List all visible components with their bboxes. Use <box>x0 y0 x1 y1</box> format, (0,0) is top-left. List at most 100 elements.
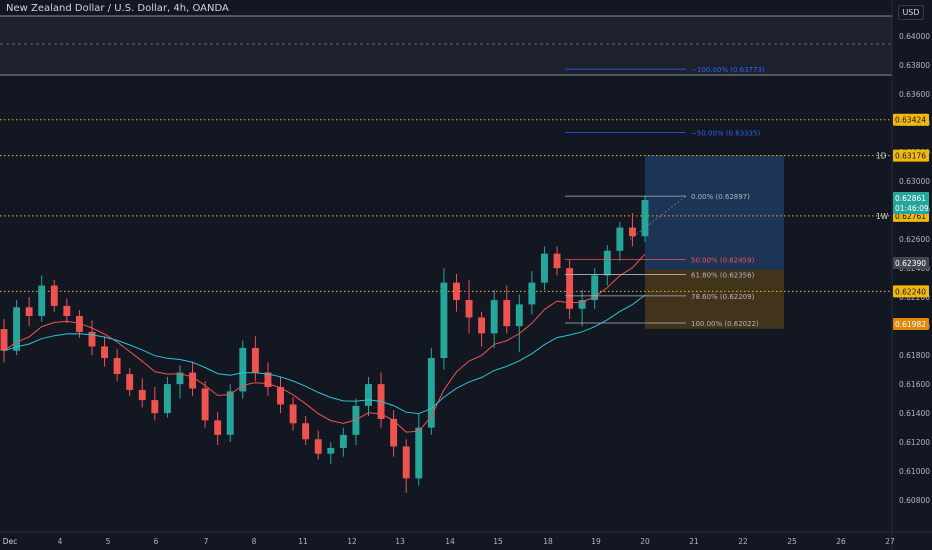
candle-body <box>138 389 146 401</box>
candle-body <box>264 372 272 388</box>
candle-body <box>578 300 586 309</box>
price-level-tag-label: 0.63176 <box>895 152 926 161</box>
candle-body <box>628 227 636 237</box>
timeframe-tag: 1W <box>876 212 889 221</box>
x-tick-label: 15 <box>493 537 503 546</box>
candle-body <box>540 253 548 283</box>
price-tag <box>893 192 929 204</box>
price-level-tag-label: 0.63424 <box>895 116 926 125</box>
y-tick-label: 0.60800 <box>899 496 930 505</box>
x-tick-label: 22 <box>738 537 748 546</box>
candle-body <box>289 404 297 424</box>
candle-body <box>13 307 21 351</box>
range-band <box>0 16 892 75</box>
candle-body <box>515 304 523 327</box>
fib-level-label: −50.00% (0.63335) <box>691 130 760 138</box>
y-tick-label: 0.63800 <box>899 61 930 70</box>
candle-body <box>616 227 624 251</box>
currency-button[interactable]: USD <box>898 5 924 20</box>
price-tag <box>893 202 929 214</box>
candle-body <box>503 300 511 327</box>
y-tick-label: 0.63600 <box>899 90 930 99</box>
candle-body <box>478 317 486 334</box>
x-tick-label: Dec <box>3 537 18 546</box>
candle-body <box>25 307 33 317</box>
candle-body <box>427 358 435 428</box>
y-tick-label: 0.62600 <box>899 235 930 244</box>
candle-body <box>63 305 71 317</box>
candle-body <box>302 423 310 440</box>
x-tick-label: 5 <box>106 537 111 546</box>
x-tick-label: 19 <box>591 537 601 546</box>
candle-body <box>101 346 109 359</box>
x-tick-label: 8 <box>252 537 257 546</box>
fib-level-label: 0.00% (0.62897) <box>691 193 750 201</box>
candle-body <box>189 372 196 389</box>
fib-level-label: 61.80% (0.62356) <box>691 272 755 280</box>
price-level-tag-label: 0.62240 <box>895 287 926 296</box>
candle-body <box>113 358 121 374</box>
x-tick-label: 14 <box>445 537 455 546</box>
candle-body <box>440 282 448 359</box>
x-tick-label: 21 <box>689 537 699 546</box>
candle-body <box>314 439 322 454</box>
candle-body <box>591 275 599 301</box>
x-tick-label: 11 <box>298 537 308 546</box>
candle-body <box>415 427 423 479</box>
candle-body <box>327 447 335 454</box>
candle-body <box>251 347 259 373</box>
candle-body <box>50 285 58 306</box>
candle-body <box>365 384 372 406</box>
price-tag-label: 0.61982 <box>895 320 926 329</box>
candle-body <box>339 434 347 448</box>
x-tick-label: 27 <box>885 537 895 546</box>
y-tick-label: 0.61200 <box>899 438 930 447</box>
candle-body <box>453 282 460 301</box>
candle-body <box>163 384 171 414</box>
candle-body <box>528 282 536 305</box>
candle-body <box>390 418 398 447</box>
fib-level-label: 50.00% (0.62459) <box>691 257 755 265</box>
y-tick-label: 0.63000 <box>899 177 930 186</box>
candle-body <box>553 253 561 269</box>
candle-body <box>38 285 46 317</box>
candle-body <box>277 387 284 405</box>
x-tick-label: 20 <box>640 537 650 546</box>
x-tick-label: 12 <box>347 537 357 546</box>
candle-body <box>201 388 209 421</box>
candle-body <box>214 420 222 435</box>
candle-body <box>239 347 247 392</box>
stop-zone <box>645 269 784 329</box>
x-tick-label: 18 <box>543 537 553 546</box>
x-tick-label: 25 <box>787 537 797 546</box>
candle-body <box>151 400 159 414</box>
candle-body <box>641 200 649 237</box>
candle-body <box>566 268 574 309</box>
fib-level-label: 100.00% (0.62022) <box>691 320 759 328</box>
price-tag-label: 0.62861 <box>895 194 926 203</box>
candle-body <box>465 300 473 318</box>
candle-body <box>603 250 611 276</box>
x-tick-label: 6 <box>154 537 159 546</box>
x-tick-label: 4 <box>58 537 63 546</box>
y-tick-label: 0.61000 <box>899 467 930 476</box>
x-tick-label: 7 <box>204 537 209 546</box>
y-tick-label: 0.64000 <box>899 32 930 41</box>
fib-level-label: −100.00% (0.63773) <box>691 66 765 74</box>
timeframe-tag: 1D <box>876 152 887 161</box>
x-tick-label: 13 <box>395 537 405 546</box>
price-level-tag <box>893 149 929 162</box>
price-tag-label: 0.62390 <box>895 259 926 268</box>
candle-body <box>126 373 134 390</box>
target-zone <box>645 155 784 270</box>
price-tag <box>893 257 929 269</box>
symbol-title: New Zealand Dollar / U.S. Dollar, 4h, OA… <box>6 3 229 14</box>
candle-body <box>0 329 8 351</box>
price-level-tag <box>893 285 929 298</box>
price-level-tag <box>893 113 929 126</box>
y-tick-label: 0.61600 <box>899 380 930 389</box>
price-level-tag-label: 0.62761 <box>895 212 926 221</box>
candle-body <box>75 316 83 332</box>
